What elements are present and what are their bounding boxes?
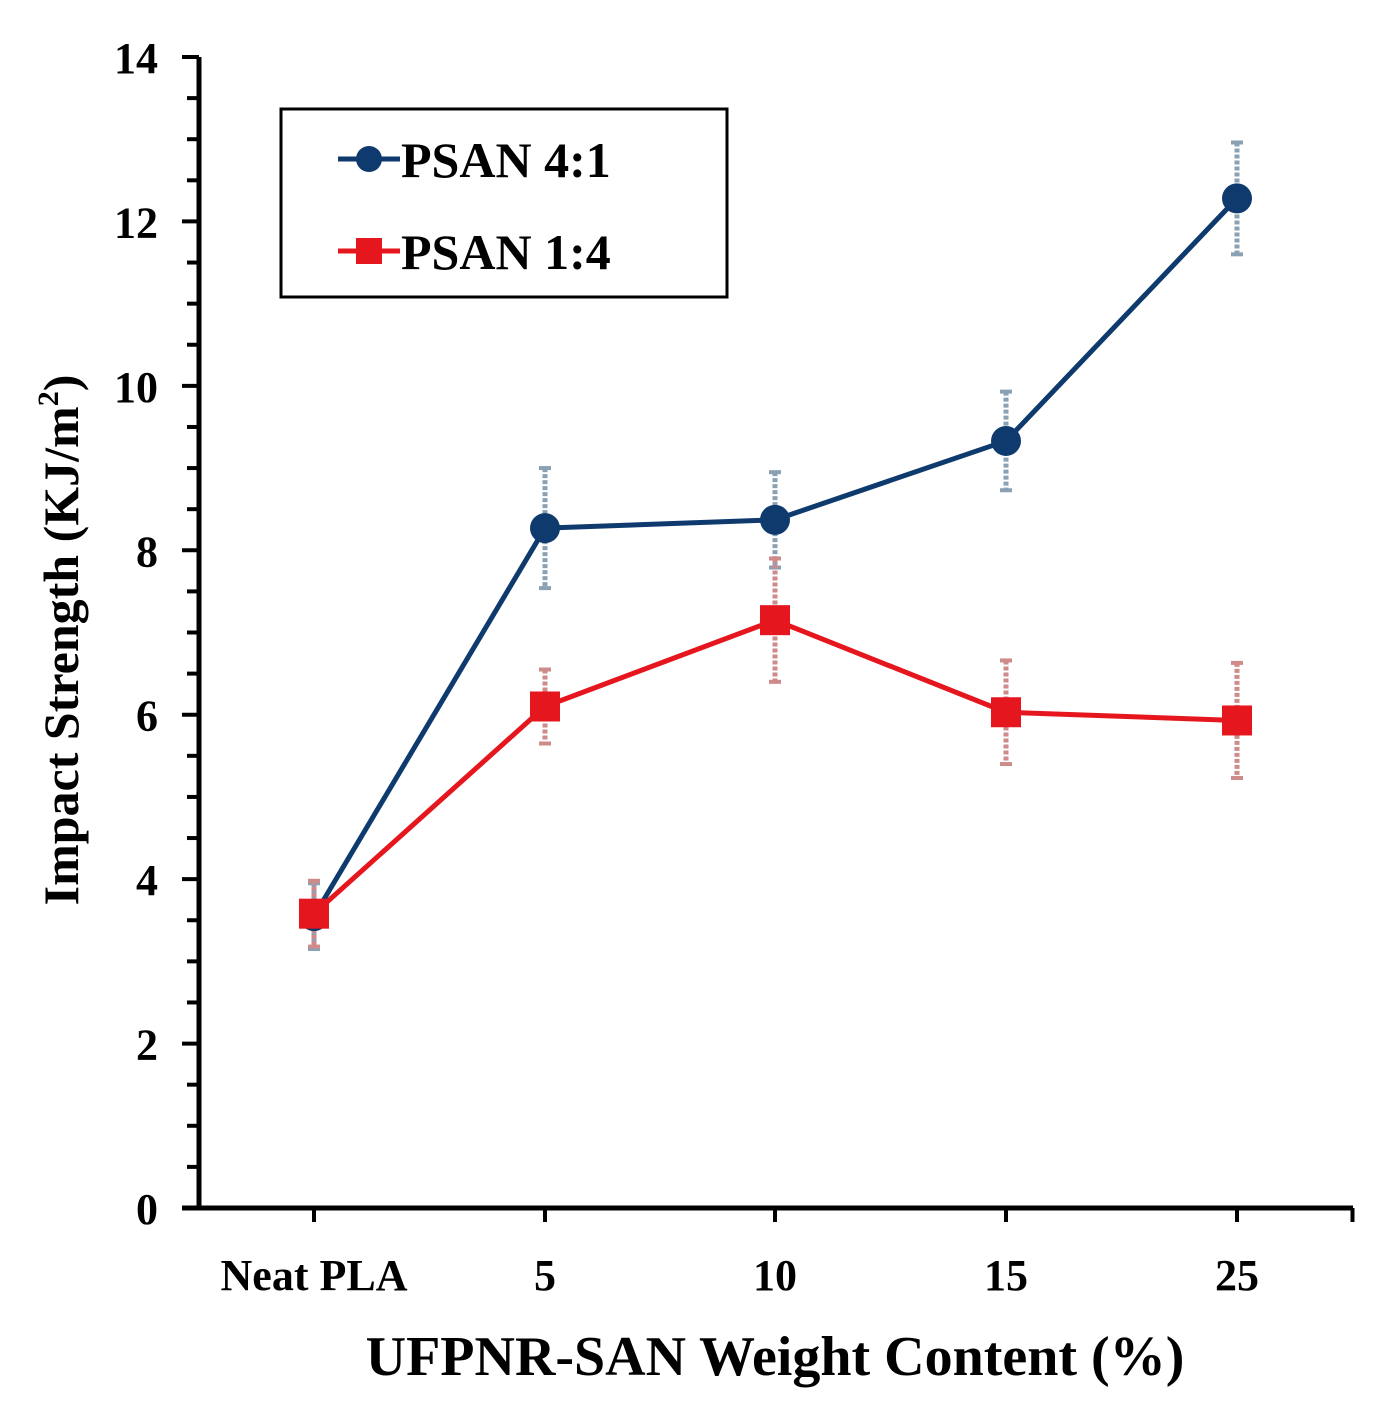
y-axis-title: Impact Strength (KJ/m2) [32, 375, 89, 906]
y-tick-label: 0 [136, 1185, 158, 1234]
y-axis-title-superscript: 2 [32, 391, 65, 406]
y-tick-label: 14 [114, 34, 158, 83]
legend-marker-square-icon [356, 238, 382, 264]
data-point [760, 605, 790, 636]
y-axis-title-close: ) [33, 375, 89, 392]
data-point [760, 504, 790, 535]
legend-label-psan-1-4: PSAN 1:4 [401, 224, 611, 280]
legend-marker-circle-icon [356, 146, 382, 172]
legend-entry-psan-4-1: PSAN 4:1 [338, 132, 611, 188]
x-tick-label: 15 [984, 1251, 1028, 1300]
data-point [991, 425, 1021, 456]
y-axis-title-main: Impact Strength (KJ/m [33, 406, 89, 905]
y-tick-label: 6 [136, 692, 158, 741]
x-axis-title: UFPNR-SAN Weight Content (%) [366, 1326, 1185, 1388]
x-tick-label: 10 [753, 1251, 797, 1300]
y-tick-label: 12 [114, 198, 158, 247]
axes: 0 2 4 6 8 10 12 14 Neat PLA 5 10 15 25 [114, 34, 1355, 1300]
data-point [1222, 705, 1252, 736]
data-point [991, 697, 1021, 728]
y-tick-label: 8 [136, 527, 158, 576]
data-point [530, 513, 560, 544]
x-tick-label: Neat PLA [221, 1251, 408, 1300]
x-tick-label: 5 [534, 1251, 556, 1300]
legend-label-psan-4-1: PSAN 4:1 [401, 132, 611, 188]
data-point [1222, 183, 1252, 214]
data-point [299, 898, 329, 929]
series-markers [299, 183, 1252, 932]
legend: PSAN 4:1 PSAN 1:4 [279, 107, 729, 299]
x-tick-label: 25 [1215, 1251, 1259, 1300]
y-tick-label: 10 [114, 363, 158, 412]
data-point [530, 691, 560, 722]
y-tick-label: 4 [136, 856, 158, 905]
y-tick-label: 2 [136, 1021, 158, 1070]
legend-entry-psan-1-4: PSAN 1:4 [338, 224, 611, 280]
legend-box [279, 107, 729, 299]
